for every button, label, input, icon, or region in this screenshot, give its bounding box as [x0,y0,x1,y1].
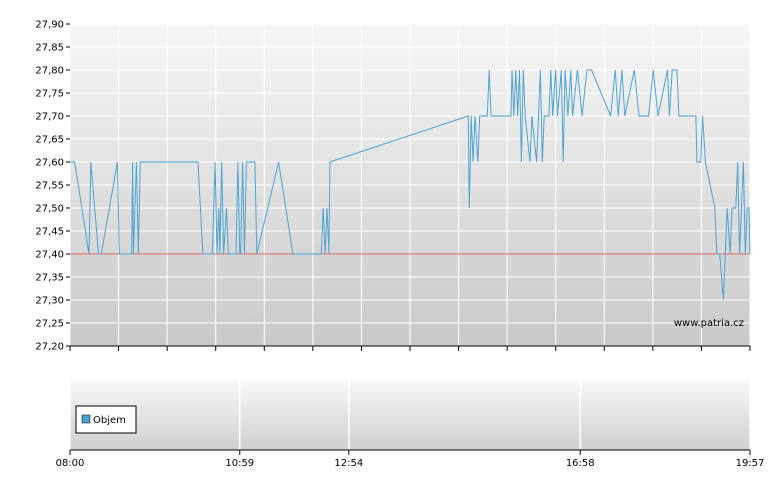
y-tick-label: 27,60 [35,158,64,169]
y-tick-label: 27,30 [35,296,64,307]
y-tick-label: 27,45 [35,227,64,238]
volume-grid [69,380,751,450]
x-tick-label: 19:57 [736,458,765,469]
y-tick-label: 27,55 [35,181,64,192]
price-series-line [70,69,751,301]
y-tick-label: 27,40 [35,250,64,261]
y-tick-label: 27,35 [35,273,64,284]
y-tick-label: 27,90 [35,20,64,31]
volume-x-axis-ticks: 08:00 10:59 12:54 16:58 19:57 [56,450,765,469]
volume-legend-swatch [81,414,91,424]
x-tick-label: 16:58 [566,458,595,469]
y-tick-label: 27,85 [35,43,64,54]
price-x-axis-ticks [69,346,751,351]
volume-plot-area [70,380,750,450]
y-tick-label: 27,75 [35,89,64,100]
volume-legend-label: Objem [93,415,126,426]
y-tick-label: 27,70 [35,112,64,123]
y-tick-label: 27,25 [35,319,64,330]
y-tick-label: 27,80 [35,66,64,77]
y-tick-label: 27,65 [35,135,64,146]
x-tick-label: 08:00 [56,458,85,469]
series-layer [70,69,751,301]
y-axis-ticks: 27,20 27,25 27,30 27,35 27,40 27,45 27,50 27,55… [35,20,70,353]
x-tick-label: 10:59 [225,458,254,469]
y-tick-label: 27,50 [35,204,64,215]
watermark: www.patria.cz [674,318,744,329]
volume-legend: Objem [75,405,137,434]
x-tick-label: 12:54 [334,458,363,469]
y-tick-label: 27,20 [35,342,64,353]
